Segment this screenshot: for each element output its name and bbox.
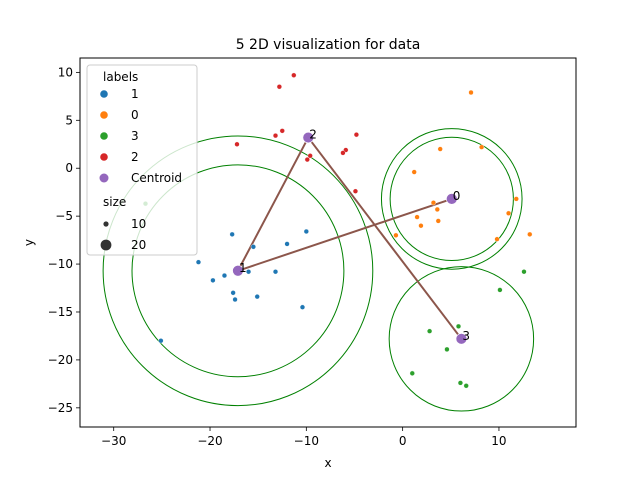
x-tick-label: 0 (399, 434, 407, 448)
chart-title: 5 2D visualization for data (236, 37, 421, 53)
data-point-label-1 (245, 269, 252, 275)
legend-entry-label: 2 (131, 150, 139, 164)
legend-entry-label: 3 (131, 129, 139, 143)
data-point-label-2 (340, 150, 346, 156)
data-point-label-0 (527, 231, 533, 237)
legend-marker (100, 111, 108, 119)
data-point-label-0 (468, 89, 474, 96)
data-point-label-1 (221, 272, 228, 279)
data-point-label-0 (435, 218, 441, 224)
data-point-label-0 (393, 232, 399, 238)
centroid-connection-line (307, 136, 463, 340)
legend-labels-title: labels (103, 70, 138, 84)
cluster-radius-circle (131, 164, 345, 378)
centroid-label: 1 (239, 261, 247, 275)
centroid-connection-line (237, 197, 453, 272)
legend-entry-label: 1 (131, 87, 139, 101)
data-point-label-2 (276, 84, 282, 90)
data-point-label-3 (497, 287, 503, 293)
data-point-label-3 (427, 328, 433, 334)
centroid-point (446, 193, 458, 205)
data-point-label-1 (299, 304, 306, 310)
data-point-label-0 (505, 210, 512, 216)
centroid-label: 3 (462, 329, 470, 343)
cluster-radius-circle (380, 128, 523, 270)
centroid-point (302, 131, 314, 144)
data-point-label-3 (457, 380, 464, 386)
legend-entry-label: 0 (131, 108, 139, 122)
y-tick-label: −5 (55, 209, 73, 223)
data-point-label-2 (234, 141, 240, 147)
centroid-point (455, 333, 468, 345)
cluster-radius-circle (388, 266, 535, 412)
y-tick-label: −10 (48, 257, 73, 271)
legend-marker (99, 173, 109, 183)
data-point-label-3 (444, 346, 450, 352)
y-tick-label: 10 (58, 65, 73, 79)
data-point-label-1 (254, 294, 260, 300)
data-point-label-0 (437, 146, 443, 152)
x-tick-label: 10 (491, 434, 506, 448)
legend-size-marker (103, 221, 109, 227)
data-point-label-0 (414, 214, 420, 220)
data-point-label-2 (279, 128, 285, 134)
legend-size-title: size (103, 195, 126, 209)
x-tick-label: −30 (101, 434, 126, 448)
legend-entry-label: Centroid (131, 171, 182, 185)
data-point-label-1 (272, 269, 279, 275)
data-point-label-0 (430, 200, 437, 206)
legend-box (86, 64, 198, 256)
centroid-connection-line (237, 137, 310, 272)
data-point-label-2 (304, 156, 310, 163)
y-tick-label: −20 (48, 353, 73, 367)
data-point-label-0 (494, 236, 500, 242)
x-tick-label: −10 (294, 434, 319, 448)
centroid-label: 2 (309, 128, 317, 142)
data-point-label-1 (195, 259, 202, 265)
data-point-label-1 (229, 231, 235, 237)
data-point-label-2 (272, 133, 279, 139)
data-point-label-0 (479, 144, 485, 150)
y-axis-label: y (22, 239, 36, 246)
x-tick-label: −20 (197, 434, 222, 448)
legend-size-label: 20 (131, 238, 146, 252)
centroid-label: 0 (453, 189, 461, 203)
data-point-label-3 (463, 383, 469, 389)
data-point-label-0 (411, 169, 417, 175)
data-point-label-2 (291, 72, 297, 78)
data-point-label-1 (210, 277, 216, 283)
centroid-point (232, 265, 244, 277)
data-point-label-0 (434, 206, 440, 213)
data-point-label-1 (232, 296, 238, 303)
cluster-radius-circle (102, 135, 374, 407)
legend-size-label: 10 (131, 217, 146, 231)
data-point-label-2 (307, 153, 313, 159)
data-point-label-1 (158, 338, 164, 344)
data-point-label-1 (284, 241, 290, 247)
y-tick-label: 5 (65, 113, 73, 127)
data-point-label-2 (352, 188, 359, 194)
plot-frame (79, 57, 577, 428)
legend-size-marker (100, 239, 112, 251)
legend-marker (100, 132, 108, 140)
data-point-label-1 (303, 228, 309, 235)
data-point-label-3 (409, 370, 415, 376)
x-axis-label: x (324, 456, 331, 470)
data-point-label-1 (250, 244, 256, 250)
data-point-label-0 (418, 223, 424, 229)
data-point-label-2 (353, 132, 360, 138)
data-point-label-3 (455, 323, 462, 329)
y-tick-label: −15 (48, 305, 73, 319)
y-tick-label: 0 (65, 161, 73, 175)
y-tick-label: −25 (48, 401, 73, 415)
legend-marker (100, 90, 108, 98)
legend-marker (100, 153, 108, 161)
data-point-label-0 (513, 196, 519, 202)
data-point-label-1 (230, 290, 236, 296)
cluster-radius-circle (389, 136, 514, 262)
data-point-label-3 (521, 269, 527, 275)
